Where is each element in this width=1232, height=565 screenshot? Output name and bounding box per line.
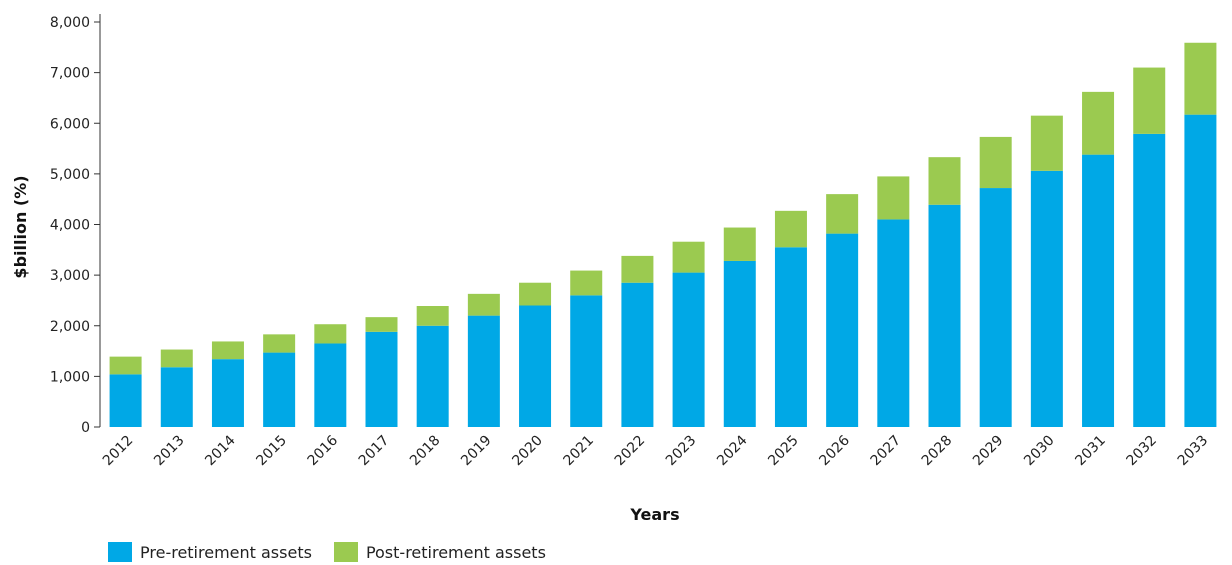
y-tick-label: 7,000	[50, 66, 90, 82]
bar-pre-retirement-2031	[1082, 154, 1115, 427]
x-tick-label: 2012	[100, 433, 137, 470]
y-tick-label: 3,000	[50, 268, 90, 284]
bar-pre-retirement-2021	[570, 295, 603, 427]
bar-post-retirement-2024	[723, 227, 756, 261]
bar-pre-retirement-2022	[621, 282, 654, 427]
y-tick-label: 5,000	[50, 167, 90, 183]
bar-post-retirement-2026	[826, 194, 859, 234]
bar-post-retirement-2025	[774, 210, 807, 248]
bar-post-retirement-2014	[211, 341, 244, 360]
bar-pre-retirement-2013	[160, 367, 193, 427]
legend-item-pre-retirement: Pre-retirement assets	[108, 542, 312, 562]
bar-post-retirement-2018	[416, 306, 449, 326]
x-tick-label: 2023	[663, 433, 700, 470]
y-tick-label: 8,000	[50, 15, 90, 31]
x-tick-label: 2018	[407, 433, 444, 470]
x-tick-label: 2015	[253, 433, 290, 470]
bar-post-retirement-2023	[672, 241, 705, 273]
legend-label-pre-retirement: Pre-retirement assets	[140, 542, 312, 562]
x-tick-label: 2032	[1124, 433, 1161, 470]
bar-post-retirement-2029	[979, 136, 1012, 189]
x-tick-label: 2029	[970, 433, 1007, 470]
bar-pre-retirement-2019	[467, 315, 500, 427]
x-tick-label: 2028	[919, 433, 956, 470]
y-tick-label: 4,000	[50, 218, 90, 234]
x-axis-ticks: 2012 2013 2014 2015 2016 2017 2018 2019 2020 2021…	[100, 432, 1211, 469]
bar-post-retirement-2032	[1133, 67, 1166, 134]
bar-post-retirement-2015	[263, 334, 296, 353]
x-tick-label: 2027	[868, 433, 905, 470]
x-tick-label: 2022	[612, 433, 649, 470]
bar-pre-retirement-2024	[723, 260, 756, 427]
x-tick-label: 2031	[1072, 433, 1109, 470]
y-tick-label: 2,000	[50, 319, 90, 335]
bar-pre-retirement-2017	[365, 331, 398, 427]
legend-label-post-retirement: Post-retirement assets	[365, 542, 546, 562]
x-tick-label: 2033	[1175, 433, 1212, 470]
bar-pre-retirement-2025	[774, 247, 807, 427]
x-tick-label: 2016	[305, 432, 342, 469]
bar-post-retirement-2017	[365, 317, 398, 332]
y-axis-title: $billion (%)	[11, 175, 30, 278]
bar-pre-retirement-2032	[1133, 133, 1166, 427]
legend-item-post-retirement: Post-retirement assets	[333, 542, 546, 562]
x-tick-label: 2019	[458, 433, 495, 470]
x-tick-label: 2017	[356, 433, 393, 470]
bar-pre-retirement-2014	[211, 359, 244, 427]
bar-pre-retirement-2018	[416, 325, 449, 427]
bar-post-retirement-2019	[467, 293, 500, 316]
bar-pre-retirement-2026	[826, 233, 859, 427]
bar-post-retirement-2027	[877, 176, 910, 220]
x-tick-label: 2024	[714, 432, 751, 469]
bar-pre-retirement-2033	[1184, 114, 1217, 428]
bars-group	[109, 42, 1217, 428]
y-axis-ticks: 0 1,000 2,000 3,000 4,000 5,000 6,000 7,000 8,00…	[50, 15, 100, 436]
bar-pre-retirement-2012	[109, 374, 142, 427]
stacked-bar-chart: 0 1,000 2,000 3,000 4,000 5,000 6,000 7,000 8,00…	[11, 14, 1217, 524]
bar-post-retirement-2013	[160, 349, 193, 368]
bar-post-retirement-2016	[314, 324, 347, 344]
x-tick-label: 2013	[151, 433, 188, 470]
y-tick-label: 6,000	[50, 116, 90, 132]
x-tick-label: 2025	[765, 433, 802, 470]
bar-pre-retirement-2023	[672, 272, 705, 427]
bar-post-retirement-2028	[928, 157, 961, 205]
bar-pre-retirement-2020	[519, 305, 552, 427]
x-tick-label: 2030	[1021, 433, 1058, 470]
x-tick-label: 2021	[561, 433, 598, 470]
bar-pre-retirement-2028	[928, 204, 961, 427]
legend: Pre-retirement assets Post-retirement as…	[108, 540, 568, 564]
bar-post-retirement-2031	[1082, 91, 1115, 155]
bar-post-retirement-2020	[519, 282, 552, 306]
x-tick-label: 2026	[816, 432, 853, 469]
x-tick-label: 2014	[202, 432, 239, 469]
bar-post-retirement-2022	[621, 255, 654, 283]
bar-post-retirement-2030	[1030, 115, 1063, 171]
bar-post-retirement-2012	[109, 356, 142, 375]
y-tick-label: 1,000	[50, 369, 90, 385]
bar-pre-retirement-2016	[314, 343, 347, 427]
bar-post-retirement-2021	[570, 270, 603, 296]
bar-pre-retirement-2027	[877, 219, 910, 427]
bar-pre-retirement-2030	[1030, 170, 1063, 427]
x-axis-title: Years	[629, 505, 679, 524]
bar-pre-retirement-2029	[979, 188, 1012, 427]
bar-post-retirement-2033	[1184, 42, 1217, 115]
x-tick-label: 2020	[509, 433, 546, 470]
legend-swatch-pre-retirement	[108, 542, 132, 562]
bar-pre-retirement-2015	[263, 352, 296, 427]
legend-swatch-post-retirement	[333, 542, 358, 562]
y-tick-label: 0	[81, 420, 90, 436]
